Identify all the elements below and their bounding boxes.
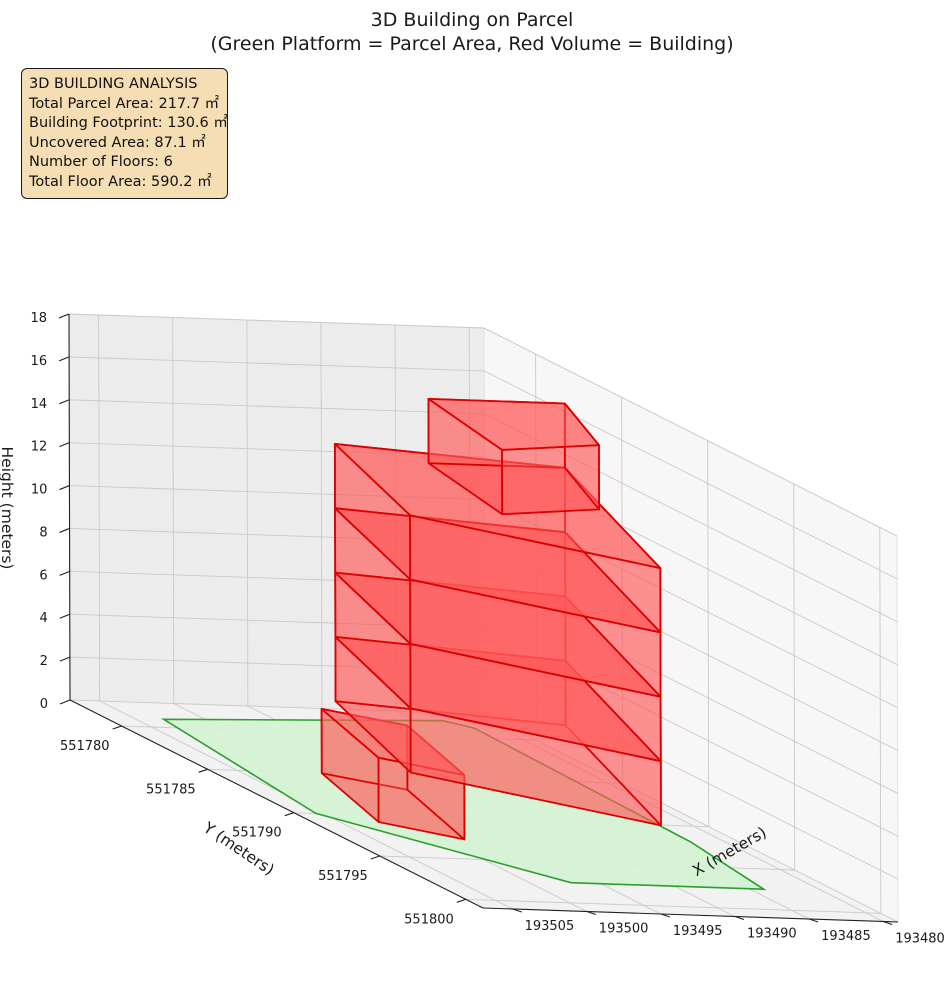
x-tick <box>586 910 596 916</box>
y-axis-line <box>69 699 484 909</box>
x-tick-label: 193500 <box>599 922 649 937</box>
x-tick-label: 193485 <box>821 929 871 944</box>
x-tick <box>512 908 522 913</box>
y-gridline <box>879 527 882 914</box>
chart-title: 3D Building on Parcel <box>371 9 574 31</box>
info-line-floor-area: Total Floor Area: 590.2 ㎡ <box>29 173 212 190</box>
y-gridline <box>621 397 624 784</box>
info-line-footprint: Building Footprint: 130.6 ㎡ <box>29 115 228 132</box>
z-tick <box>59 699 71 705</box>
z-tick <box>59 442 70 448</box>
x-gridline <box>172 317 175 704</box>
y-tick <box>284 812 294 817</box>
y-tick-label: 551790 <box>232 826 282 841</box>
y-gridline <box>707 440 710 827</box>
z-tick-label: 10 <box>31 483 48 498</box>
axes-lines <box>58 313 899 926</box>
z-tick <box>59 613 70 619</box>
z-gridline <box>69 399 485 415</box>
y-gridline <box>465 898 881 914</box>
x-gridline <box>320 322 323 709</box>
z-tick-label: 2 <box>40 654 48 669</box>
z-gridline <box>484 713 899 923</box>
z-tick-label: 8 <box>39 525 47 540</box>
z-gridline <box>68 313 485 329</box>
info-line-heading: 3D BUILDING ANALYSIS <box>29 76 198 92</box>
y-tick-label: 551800 <box>404 912 454 927</box>
x-axis-line <box>482 907 899 923</box>
z-axis-line <box>68 313 71 701</box>
x-tick <box>808 918 819 923</box>
y-tick <box>112 725 122 730</box>
x-gridline <box>469 713 884 922</box>
z-tick <box>58 313 70 319</box>
chart-subtitle: (Green Platform = Parcel Area, Red Volum… <box>210 33 733 55</box>
z-tick <box>59 485 70 491</box>
y-gridline <box>793 483 796 871</box>
info-line-uncovered: Uncovered Area: 87.1 ㎡ <box>29 134 206 151</box>
y-tick-label: 551795 <box>318 869 368 884</box>
building-analysis-box: 3D BUILDING ANALYSIS Total Parcel Area: … <box>21 68 228 199</box>
x-tick-label: 193490 <box>747 927 797 942</box>
y-tick-label: 551785 <box>146 782 196 797</box>
building-floor-1 <box>320 708 466 841</box>
z-gridline <box>69 699 486 715</box>
info-line-parcel-area: Total Parcel Area: 217.7 ㎡ <box>29 95 220 112</box>
z-tick <box>58 356 70 362</box>
x-tick <box>660 913 671 918</box>
z-gridline <box>483 327 898 537</box>
x-tick <box>734 915 745 921</box>
z-tick-label: 14 <box>31 397 48 412</box>
building-floor-6 <box>427 397 600 516</box>
pane-edge <box>896 535 899 923</box>
z-tick <box>59 570 70 576</box>
z-axis-label: Height (meters) <box>0 447 16 570</box>
z-tick-label: 18 <box>30 311 47 326</box>
z-tick <box>59 656 71 662</box>
x-tick <box>883 920 893 926</box>
z-tick-label: 16 <box>31 354 48 369</box>
y-tick <box>456 898 466 903</box>
z-tick-label: 12 <box>31 440 48 455</box>
z-tick-label: 6 <box>39 568 47 583</box>
y-tick-label: 551780 <box>60 739 110 754</box>
x-tick-label: 193505 <box>525 919 575 934</box>
y-tick <box>370 855 380 860</box>
info-line-floors: Number of Floors: 6 <box>29 154 173 171</box>
y-tick <box>198 768 208 773</box>
building-floor-4 <box>334 507 662 698</box>
x-gridline <box>246 319 249 707</box>
z-gridline <box>484 413 898 623</box>
z-tick <box>59 527 70 533</box>
z-tick-label: 0 <box>40 697 48 712</box>
z-gridline <box>69 356 485 372</box>
building-floor-face-top <box>333 442 662 569</box>
x-tick-label: 193480 <box>895 932 944 947</box>
chart-marks <box>160 397 767 891</box>
x-gridline <box>98 314 101 702</box>
z-tick-label: 4 <box>40 611 48 626</box>
building-floor-3 <box>334 571 662 762</box>
x-tick-label: 193495 <box>673 924 723 939</box>
building-floor-face-top <box>427 397 600 451</box>
z-tick <box>59 399 70 405</box>
